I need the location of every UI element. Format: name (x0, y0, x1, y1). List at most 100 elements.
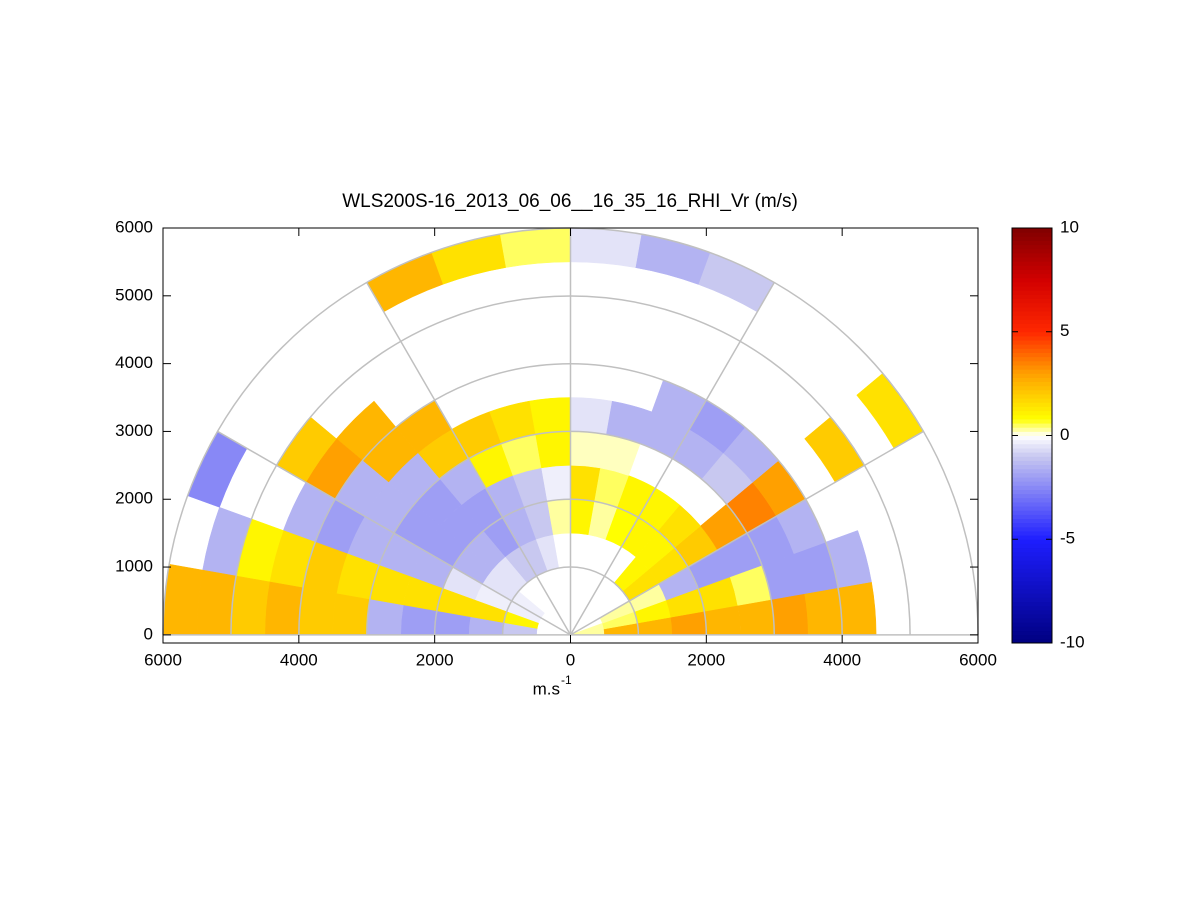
x-tick-label: 4000 (280, 650, 318, 669)
colorbar-swatch (1012, 564, 1052, 569)
cell (430, 233, 506, 285)
spoke (366, 282, 572, 636)
cell (332, 593, 371, 636)
colorbar-swatch (1012, 335, 1052, 341)
colorbar-swatch (1012, 398, 1052, 403)
colorbar-swatch (1012, 385, 1052, 391)
x-tick-label: 2000 (416, 650, 454, 669)
colorbar-swatch (1012, 530, 1052, 536)
x-axis-label-superscript: -1 (561, 673, 572, 687)
spoke (569, 282, 775, 636)
cell (230, 575, 270, 636)
colorbar-swatch (1012, 477, 1052, 482)
colorbar-swatch (1012, 410, 1052, 416)
colorbar-swatch (1012, 252, 1052, 258)
x-tick-label: 2000 (687, 650, 725, 669)
colorbar-swatch (1012, 601, 1052, 607)
colorbar-swatch (1012, 501, 1052, 507)
colorbar-tick-label: 5 (1060, 321, 1069, 340)
colorbar-swatch (1012, 618, 1052, 623)
colorbar-swatch (1012, 402, 1052, 407)
colorbar-swatch (1012, 327, 1052, 333)
colorbar-swatch (1012, 369, 1052, 374)
x-axis-label: m.s (533, 679, 560, 698)
colorbar-swatch (1012, 418, 1052, 424)
colorbar-swatch (1012, 514, 1052, 519)
colorbar-swatch (1012, 481, 1052, 486)
colorbar-swatch (1012, 236, 1052, 241)
axes: 6000 4000 2000 0 2000 4000 6000 0 1000 2000 3000 40… (115, 217, 997, 669)
cell (499, 227, 571, 268)
colorbar-swatch (1012, 381, 1052, 387)
colorbar-tick-label: -10 (1060, 632, 1085, 651)
colorbar-swatch (1012, 634, 1052, 640)
colorbar-swatch (1012, 228, 1052, 233)
polar-grid (162, 227, 979, 636)
cell (837, 581, 877, 636)
y-tick-label: 1000 (115, 557, 153, 576)
colorbar-swatch (1012, 323, 1052, 329)
colorbar-tick-label: 0 (1060, 425, 1069, 444)
colorbar-swatch (1012, 414, 1052, 420)
colorbar-swatch (1012, 597, 1052, 602)
colorbar-swatch (1012, 269, 1052, 275)
colorbar-swatch (1012, 510, 1052, 515)
colorbar-swatch (1012, 547, 1052, 553)
colorbar-swatch (1012, 518, 1052, 524)
colorbar-swatch (1012, 485, 1052, 490)
colorbar-swatch (1012, 423, 1052, 428)
colorbar-swatch (1012, 468, 1052, 474)
colorbar-swatch (1012, 377, 1052, 383)
cell (804, 587, 843, 636)
colorbar-swatch (1012, 464, 1052, 470)
colorbar-swatch (1012, 443, 1052, 449)
colorbar-tick-label: -5 (1060, 529, 1075, 548)
y-tick-label: 4000 (115, 353, 153, 372)
cell (635, 233, 711, 285)
colorbar-swatch (1012, 630, 1052, 636)
colorbar-swatch (1012, 456, 1052, 461)
colorbar-swatch (1012, 584, 1052, 590)
colorbar-swatch (1012, 319, 1052, 324)
colorbar-swatch (1012, 331, 1052, 337)
cell (570, 397, 613, 435)
y-tick-label: 6000 (115, 217, 153, 236)
chart-title: WLS200S-16_2013_06_06__16_35_16_RHI_Vr (… (342, 191, 798, 212)
x-tick-label: 4000 (823, 650, 861, 669)
cell (737, 599, 775, 636)
colorbar-swatch (1012, 609, 1052, 615)
colorbar-swatch (1012, 344, 1052, 349)
colorbar-swatch (1012, 360, 1052, 366)
colorbar-swatch (1012, 294, 1052, 300)
cell (770, 593, 809, 636)
cell (570, 227, 642, 268)
colorbar-swatch (1012, 286, 1052, 291)
colorbar-swatch (1012, 364, 1052, 370)
colorbar-swatch (1012, 626, 1052, 632)
colorbar-swatch (1012, 265, 1052, 270)
colorbar-swatch (1012, 472, 1052, 478)
colorbar-swatch (1012, 281, 1052, 287)
cell (528, 397, 571, 435)
colorbar-swatch (1012, 306, 1052, 312)
colorbar-swatch (1012, 452, 1052, 457)
colorbar-swatch (1012, 613, 1052, 619)
colorbar-swatch (1012, 560, 1052, 565)
colorbar-swatch (1012, 427, 1052, 432)
colorbar-swatch (1012, 576, 1052, 582)
colorbar-swatch (1012, 622, 1052, 627)
colorbar-swatch (1012, 406, 1052, 412)
colorbar-swatch (1012, 460, 1052, 466)
colorbar-swatch (1012, 493, 1052, 499)
colorbar-swatch (1012, 439, 1052, 445)
colorbar-swatch (1012, 240, 1052, 246)
colorbar-swatch (1012, 551, 1052, 557)
colorbar-swatch (1012, 389, 1052, 395)
spoke (217, 430, 571, 636)
colorbar-swatch (1012, 394, 1052, 399)
colorbar-swatch (1012, 447, 1052, 453)
colorbar-swatch (1012, 356, 1052, 362)
colorbar-swatch (1012, 506, 1052, 511)
colorbar-swatch (1012, 273, 1052, 279)
